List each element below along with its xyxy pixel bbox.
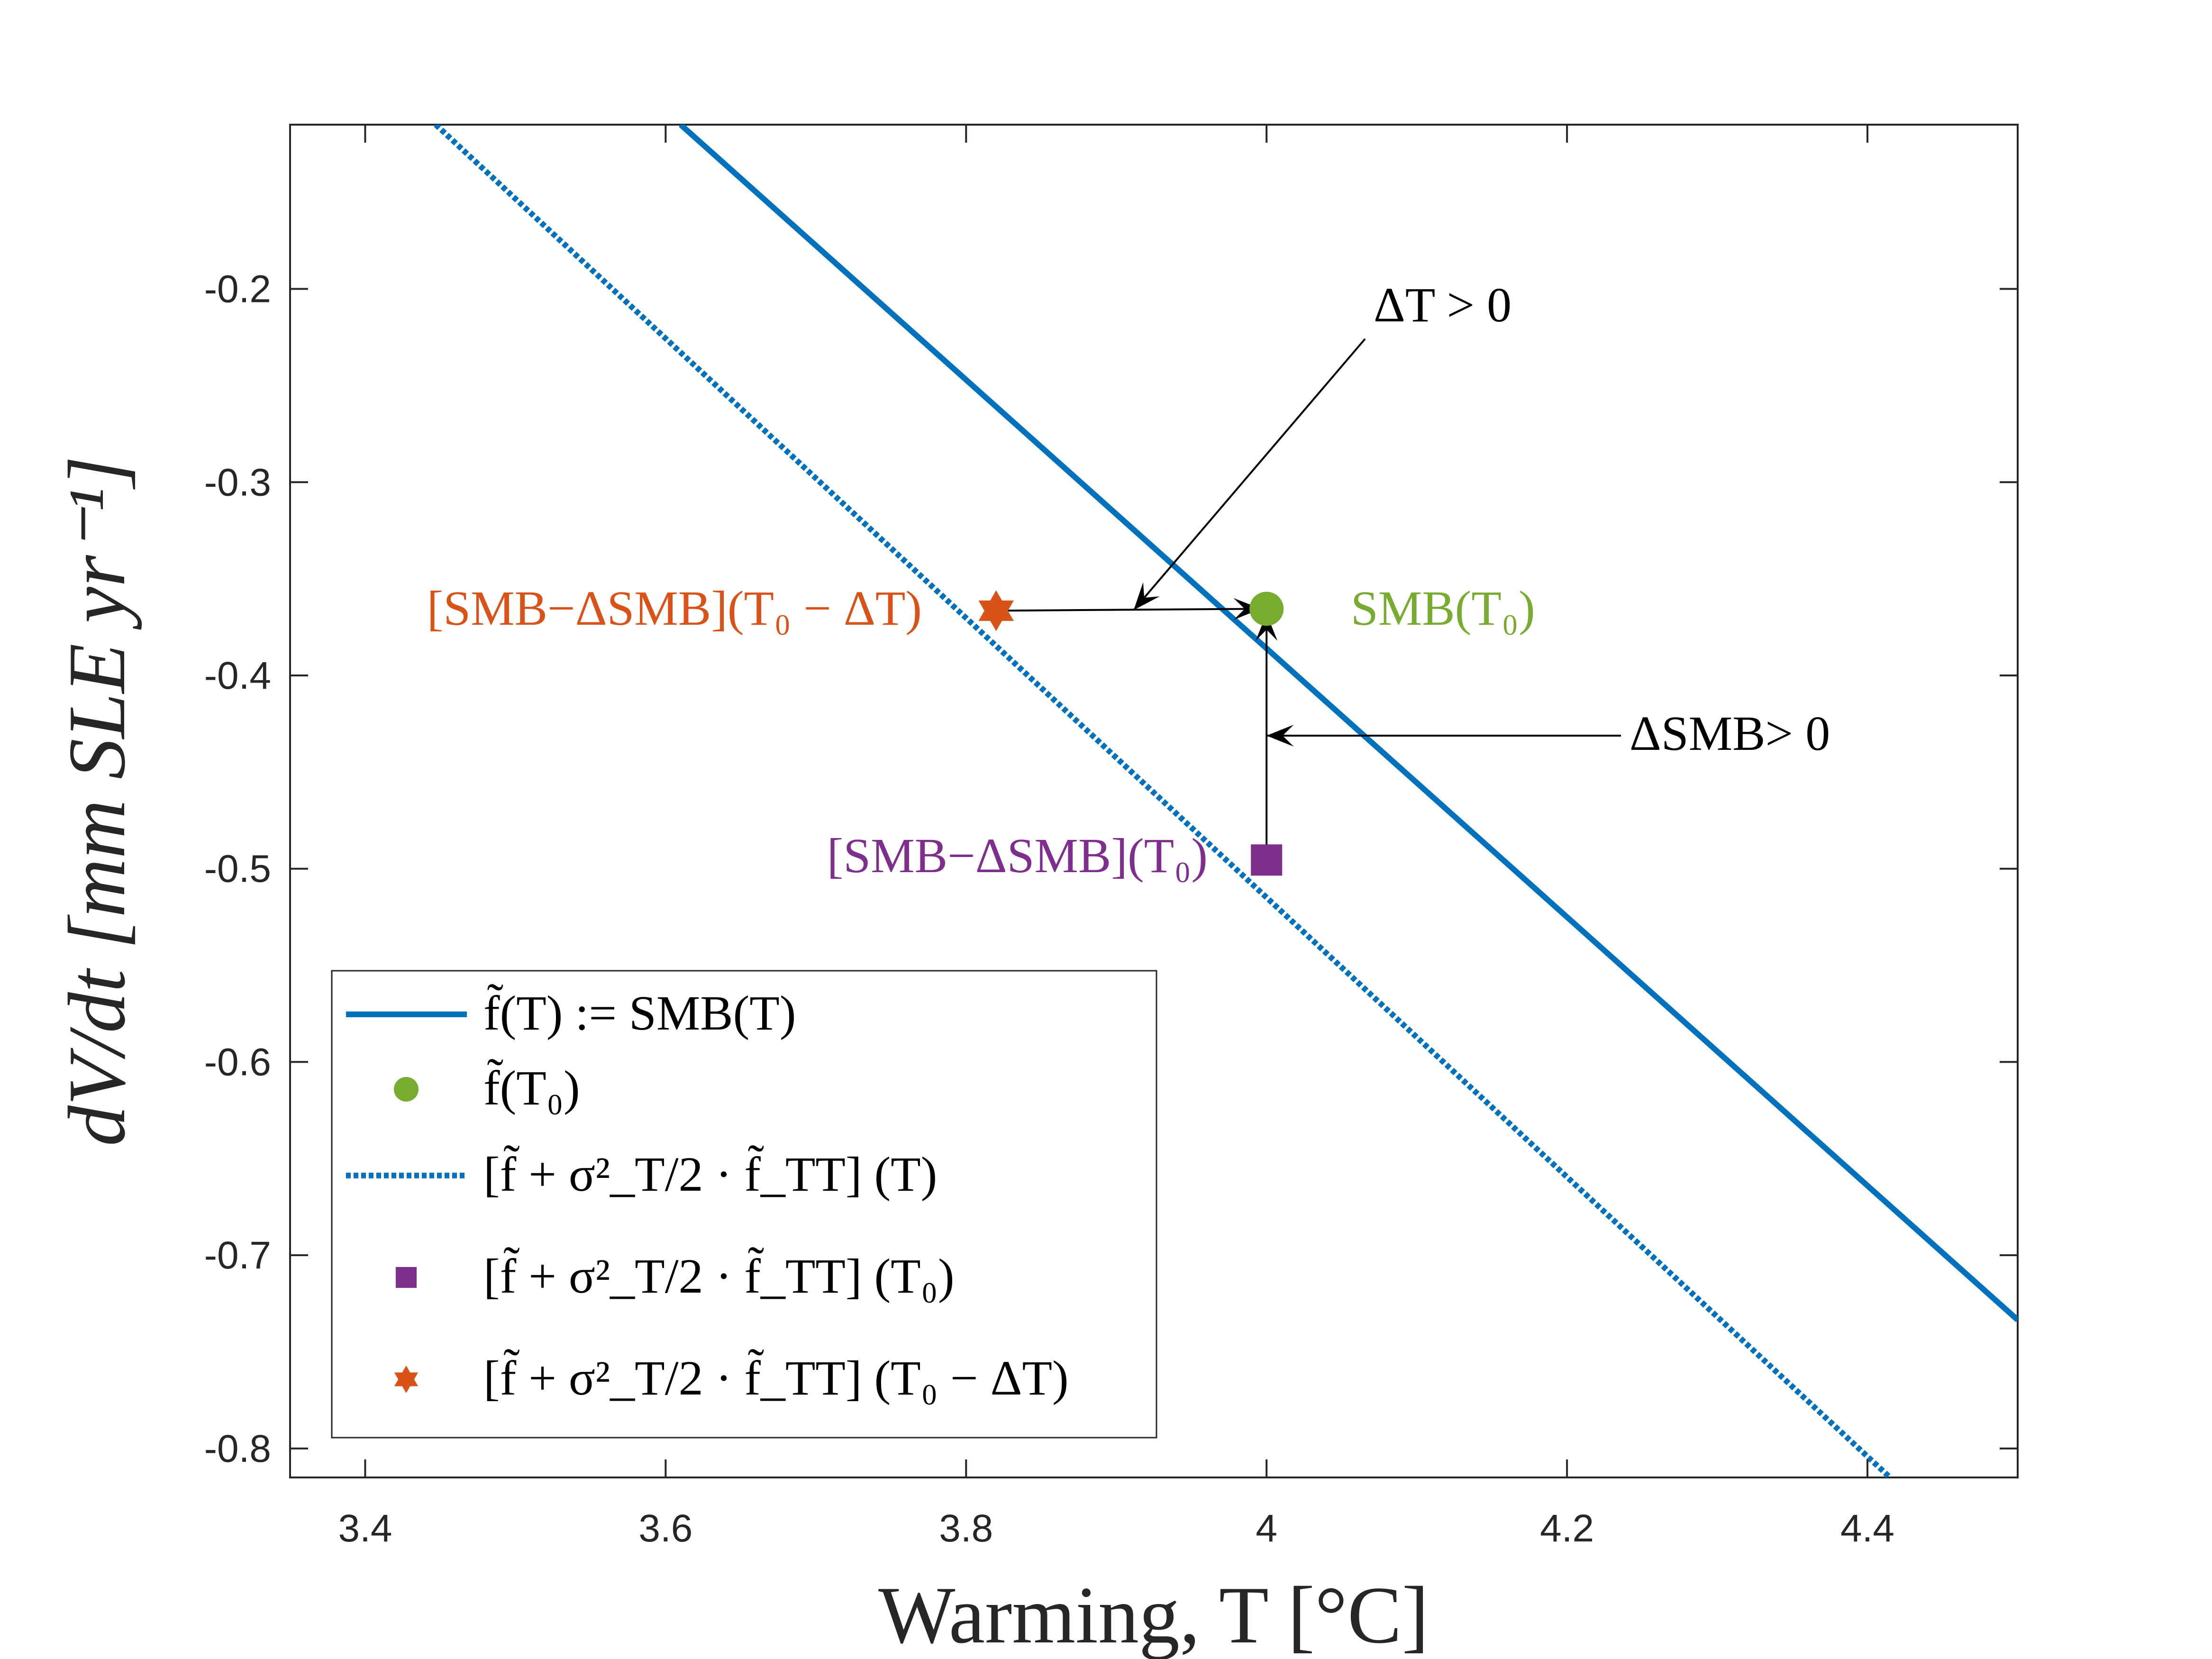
x-tick-label: 3.6	[638, 1507, 692, 1550]
annotation-delta-t: ΔT > 0	[1374, 278, 1511, 332]
data-layer	[434, 125, 2018, 1477]
legend-star-shape	[394, 1366, 419, 1393]
series-line-dotted	[434, 125, 1892, 1477]
legend-entry-1: f̃(T) := SMB(T)	[483, 984, 796, 1040]
point-circle	[1249, 592, 1284, 626]
arrow-delta-t-head	[1134, 582, 1160, 610]
point-square	[1251, 844, 1283, 876]
tick-layer: 3.4 3.6 3.8 4 4.2 4.4 -0.2 -0.3 -0.4 -0.5 -0.6 -0.7…	[204, 125, 2018, 1550]
y-tick-label: -0.7	[204, 1234, 271, 1277]
arrow-square-to-circle-head	[1256, 613, 1278, 641]
x-tick-label: 4.4	[1840, 1507, 1894, 1550]
x-tick-label: 4	[1256, 1507, 1277, 1550]
annotation-delta-smb: ΔSMB> 0	[1629, 706, 1830, 761]
y-axis-label: dV/dt [mm SLE yr⁻¹]	[52, 456, 142, 1146]
y-tick-label: -0.5	[204, 848, 271, 891]
legend-entry-5: [f̃ + σ²_T/2 · f̃_TT] (T₀ − ΔT)	[483, 1349, 1069, 1405]
legend-box	[331, 970, 1157, 1439]
y-tick-label: -0.6	[204, 1040, 271, 1084]
y-tick-label: -0.3	[204, 461, 271, 504]
y-tick-label: -0.8	[204, 1427, 271, 1470]
arrow-star-to-circle-head	[1233, 598, 1261, 620]
x-axis-label: Warming, T [°C]	[878, 1570, 1429, 1659]
arrow-delta-smb-head	[1266, 725, 1294, 747]
legend: f̃(T) := SMB(T) f̃(T₀) [f̃ + σ²_T/2 · f̃…	[331, 970, 1157, 1439]
x-tick-label: 3.4	[338, 1507, 392, 1550]
legend-entry-2: f̃(T₀)	[483, 1058, 580, 1115]
annotation-smb-dsmb-t0: [SMB−ΔSMB](T₀)	[827, 829, 1208, 883]
arrow-layer	[978, 338, 1621, 876]
legend-entry-3: [f̃ + σ²_T/2 · f̃_TT] (T)	[483, 1145, 937, 1202]
legend-entry-4: [f̃ + σ²_T/2 · f̃_TT] (T₀)	[483, 1247, 955, 1304]
series-line-solid	[679, 125, 2018, 1322]
legend-swatch-star	[394, 1366, 419, 1393]
y-tick-label: -0.2	[204, 268, 271, 311]
annotation-smb-dsmb-t0-dt: [SMB−ΔSMB](T₀ − ΔT)	[427, 581, 922, 636]
legend-swatch-circle	[394, 1077, 419, 1102]
y-tick-label: -0.4	[204, 654, 271, 697]
arrow-delta-t	[1133, 338, 1366, 611]
legend-swatch-square	[396, 1267, 417, 1288]
x-tick-label: 3.8	[939, 1507, 993, 1550]
point-star	[978, 590, 1014, 631]
annotation-smb-t0: SMB(T₀)	[1351, 581, 1535, 636]
arrow-star-to-circle	[996, 608, 1261, 612]
x-tick-label: 4.2	[1540, 1507, 1594, 1550]
